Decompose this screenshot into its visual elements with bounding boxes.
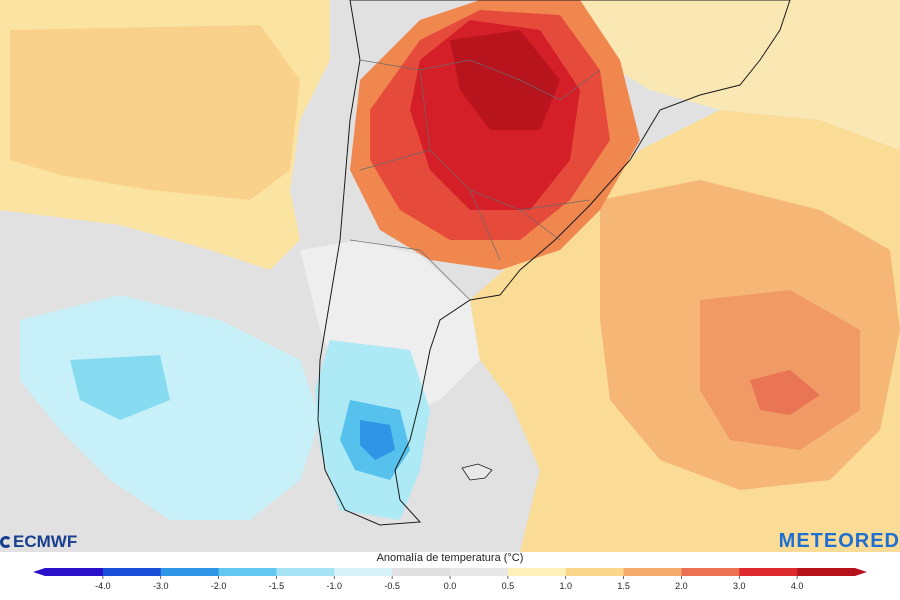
legend-swatch bbox=[276, 568, 335, 576]
legend-swatch bbox=[739, 568, 798, 576]
ecmwf-logo-icon bbox=[0, 536, 12, 548]
legend-tick-label: -0.5 bbox=[384, 581, 400, 591]
legend-swatch bbox=[681, 568, 740, 576]
anomaly-zone-hot-max bbox=[450, 30, 560, 130]
legend-swatch bbox=[102, 568, 162, 576]
legend-tick-label: -1.5 bbox=[269, 581, 285, 591]
legend-tick-label: 0.0 bbox=[444, 581, 457, 591]
legend-swatch bbox=[160, 568, 220, 576]
legend-swatch bbox=[565, 568, 625, 576]
anomaly-zone-pacific-cold bbox=[20, 295, 320, 520]
country-borders bbox=[349, 59, 601, 301]
legend: Anomalía de temperatura (°C) -4.0 -3.0 -2.… bbox=[0, 552, 900, 600]
meteored-logo: METEORED bbox=[778, 530, 900, 552]
legend-tick-label: -4.0 bbox=[95, 581, 111, 591]
legend-tick-label: -2.0 bbox=[211, 581, 227, 591]
legend-title: Anomalía de temperatura (°C) bbox=[376, 552, 524, 564]
legend-swatch bbox=[45, 568, 104, 576]
legend-tick-label: -3.0 bbox=[153, 581, 169, 591]
legend-tick-label: 0.5 bbox=[502, 581, 515, 591]
legend-swatch bbox=[797, 568, 856, 576]
anomaly-zone-northeast-light bbox=[560, 0, 900, 150]
legend-arrow-high bbox=[855, 568, 867, 576]
legend-tick-label: -1.0 bbox=[327, 581, 343, 591]
legend-arrow-low bbox=[33, 568, 45, 576]
anomaly-zone-atlantic-orange-core bbox=[700, 290, 860, 450]
falkland-islands bbox=[461, 463, 493, 481]
anomaly-zone-atlantic-red-spot bbox=[750, 370, 820, 415]
legend-tick-label: 2.0 bbox=[675, 581, 688, 591]
legend-swatch bbox=[507, 568, 567, 576]
ecmwf-logo: ECMWF bbox=[0, 532, 77, 552]
legend-swatch bbox=[450, 568, 509, 576]
legend-swatch bbox=[334, 568, 393, 576]
anomaly-map bbox=[0, 0, 900, 552]
anomaly-zone-pacific-warm-core bbox=[10, 25, 300, 200]
anomaly-zone-patagonia-cold-max bbox=[360, 420, 395, 460]
legend-colorbar: -4.0 -3.0 -2.0 -1.5 -1.0 -0.5 0.0 0.5 1.0 1.5 2.0 3… bbox=[33, 568, 867, 591]
legend-tick-label: 4.0 bbox=[791, 581, 804, 591]
south-america-coastline bbox=[317, 0, 791, 526]
anomaly-zone-pacific-cold-core bbox=[70, 355, 170, 420]
ecmwf-logo-text: ECMWF bbox=[13, 532, 78, 551]
legend-tick-label: 3.0 bbox=[733, 581, 746, 591]
legend-tick-label: 1.5 bbox=[617, 581, 630, 591]
legend-swatch bbox=[218, 568, 277, 576]
legend-swatch bbox=[392, 568, 451, 576]
legend-swatch bbox=[623, 568, 682, 576]
legend-tick-label: 1.0 bbox=[559, 581, 572, 591]
